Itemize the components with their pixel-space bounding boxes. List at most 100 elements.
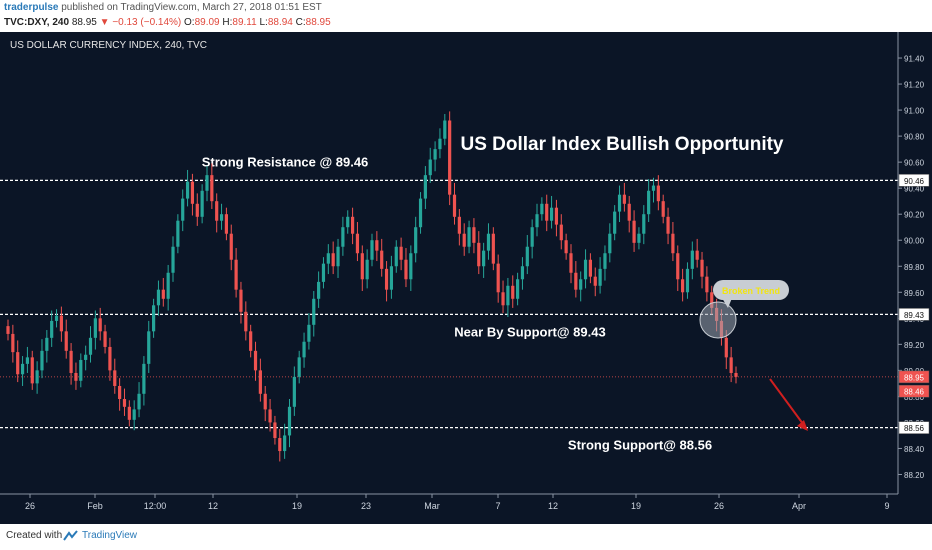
candle-body: [350, 216, 355, 234]
close-label: C:: [295, 17, 306, 28]
candle-body: [171, 246, 175, 273]
candle-body: [676, 253, 680, 280]
candle-body: [79, 359, 83, 381]
candle-body: [389, 266, 394, 290]
candle-body: [462, 233, 466, 247]
candle-body: [331, 253, 335, 267]
level-label: Strong Resistance @ 89.46: [202, 154, 369, 169]
candle-body: [69, 350, 73, 373]
last-price: 88.95: [71, 17, 97, 28]
candle-body: [564, 240, 568, 254]
candle-body: [166, 272, 170, 299]
candle-body: [355, 233, 360, 254]
price-tag: [898, 308, 930, 321]
candle-body: [244, 311, 248, 332]
break-circle: [699, 301, 737, 339]
candle-body: [603, 253, 607, 269]
candle-body: [20, 363, 25, 375]
candle-body: [520, 266, 525, 280]
x-tick-label: 7: [495, 501, 500, 511]
candle-body: [622, 194, 626, 204]
candle-body: [661, 201, 665, 217]
candle-body: [593, 276, 597, 286]
chart-title: US DOLLAR CURRENCY INDEX, 240, TVC: [10, 40, 207, 51]
candle-body: [588, 259, 592, 277]
candle-body: [64, 331, 68, 351]
candle-body: [423, 175, 427, 199]
candle-body: [181, 198, 185, 221]
candle-body: [569, 253, 573, 273]
candle-body: [617, 194, 622, 212]
candle-body: [263, 393, 267, 410]
candle-body: [365, 259, 369, 280]
candle-body: [632, 220, 636, 243]
candle-body: [278, 438, 282, 452]
candle-body: [113, 370, 117, 386]
candle-body: [54, 315, 59, 321]
candle-body: [482, 250, 486, 267]
y-tick-label: 88.20: [904, 471, 925, 480]
candle-body: [156, 289, 161, 306]
tradingview-brand[interactable]: TradingView: [82, 530, 138, 541]
publish-header: traderpulse published on TradingView.com…: [0, 0, 932, 32]
candle-body: [336, 246, 340, 267]
candle-body: [525, 246, 529, 267]
down-arrow-head-icon: [797, 420, 808, 431]
y-tick-label: 89.80: [904, 263, 925, 272]
candle-body: [690, 250, 694, 269]
x-tick-label: Apr: [792, 501, 806, 511]
price-change: −0.13 (−0.14%): [112, 17, 182, 28]
candle-body: [326, 253, 330, 264]
close-value: 88.95: [305, 17, 331, 28]
candle-body: [511, 285, 515, 299]
candle-body: [637, 233, 641, 243]
callout-pointer: [722, 298, 732, 308]
x-tick-label: 26: [25, 501, 35, 511]
y-tick-label: 91.40: [904, 55, 925, 64]
down-triangle-icon: ▼: [99, 17, 110, 28]
x-tick-label: 12:00: [144, 501, 167, 511]
candle-body: [346, 216, 350, 228]
author-link[interactable]: traderpulse: [4, 2, 59, 13]
candle-body: [152, 305, 156, 332]
candle-body: [127, 406, 131, 420]
candle-body: [317, 281, 321, 299]
candle-body: [656, 185, 660, 202]
candle-body: [583, 259, 588, 280]
publish-info: published on TradingView.com, March 27, …: [61, 2, 322, 13]
price-tag-label: 89.43: [904, 311, 925, 320]
candle-body: [710, 292, 714, 308]
candle-body: [302, 341, 306, 358]
candle-body: [195, 203, 199, 217]
candle-body: [11, 333, 15, 353]
candle-body: [273, 422, 277, 439]
x-tick-label: 12: [548, 501, 558, 511]
price-tag-label: 90.46: [904, 177, 925, 186]
x-tick-label: Feb: [87, 501, 103, 511]
candle-body: [176, 220, 180, 247]
low-value: 88.94: [267, 17, 293, 28]
candle-body: [608, 233, 612, 254]
candle-body: [239, 289, 243, 312]
y-tick-label: 90.40: [904, 185, 925, 194]
candle-body: [292, 376, 296, 407]
candle-body: [6, 326, 10, 334]
y-tick-label: 90.60: [904, 159, 925, 168]
chart-area[interactable]: Strong Resistance @ 89.46 Near By Support…: [0, 32, 932, 524]
candle-body: [695, 250, 699, 260]
candle-body: [384, 268, 389, 290]
x-tick-label: 12: [208, 501, 218, 511]
candle-body: [496, 263, 500, 293]
candle-body: [666, 216, 670, 234]
callout-bubble: [713, 280, 789, 300]
candle-body: [25, 357, 30, 364]
candle-body: [307, 324, 311, 342]
candle-body: [418, 198, 423, 228]
candle-body: [229, 233, 233, 260]
footer-bar: Created with TradingView: [0, 524, 932, 550]
price-chart[interactable]: Strong Resistance @ 89.46 Near By Support…: [0, 32, 932, 524]
open-value: 89.09: [194, 17, 220, 28]
y-tick-label: 90.20: [904, 211, 925, 220]
y-tick-label: 90.00: [904, 237, 925, 246]
x-tick-label: 26: [714, 501, 724, 511]
